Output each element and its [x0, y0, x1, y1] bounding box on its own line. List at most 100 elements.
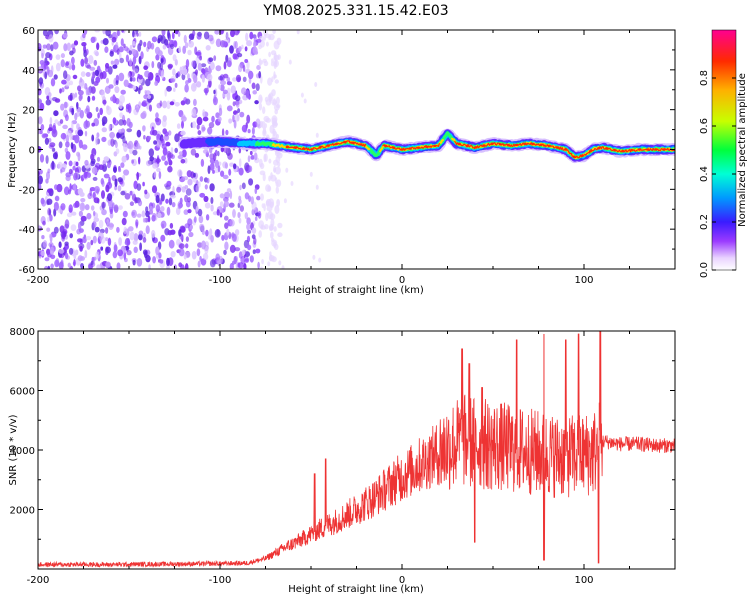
- noise-blob: [149, 122, 156, 130]
- noise-blob: [60, 103, 65, 111]
- noise-blob: [38, 224, 41, 229]
- noise-blob: [65, 61, 70, 66]
- noise-blob: [225, 54, 229, 63]
- noise-blob: [145, 225, 150, 235]
- noise-blob: [232, 101, 236, 107]
- noise-blob: [60, 260, 64, 269]
- noise-blob: [199, 223, 205, 231]
- noise-blob: [221, 128, 225, 138]
- noise-blob: [123, 226, 127, 235]
- x-tick-label: 100: [574, 275, 593, 286]
- noise-blob: [148, 264, 151, 269]
- noise-blob: [102, 201, 105, 210]
- noise-blob: [44, 265, 49, 269]
- noise-blob: [118, 72, 125, 82]
- noise-blob: [197, 208, 203, 217]
- noise-blob: [61, 87, 65, 93]
- noise-blob: [164, 88, 167, 97]
- noise-blob: [86, 64, 92, 69]
- noise-blob: [108, 223, 114, 228]
- noise-blob: [174, 102, 180, 107]
- noise-blob: [84, 250, 88, 259]
- noise-blob: [48, 127, 53, 132]
- noise-blob: [207, 34, 214, 42]
- noise-blob: [126, 238, 131, 246]
- noise-blob: [248, 195, 252, 202]
- noise-blob: [105, 246, 111, 254]
- noise-blob: [244, 46, 248, 52]
- ridge-peak-dot: [580, 154, 584, 158]
- noise-blob: [270, 218, 275, 227]
- noise-blob: [216, 209, 220, 216]
- noise-blob: [164, 160, 169, 166]
- noise-blob: [91, 74, 94, 80]
- noise-blob: [132, 240, 138, 245]
- noise-blob: [65, 151, 71, 160]
- noise-blob: [121, 30, 124, 33]
- noise-blob: [204, 184, 208, 190]
- noise-blob: [122, 210, 128, 218]
- ridge-peak-dot: [588, 150, 593, 153]
- noise-blob: [74, 92, 78, 98]
- noise-blob: [44, 257, 50, 262]
- noise-blob: [48, 34, 54, 43]
- noise-blob: [166, 180, 172, 187]
- noise-blob: [65, 114, 69, 122]
- noise-blob: [238, 198, 242, 205]
- spectrogram-y-label: Frequency (Hz): [7, 112, 18, 188]
- noise-blob: [64, 219, 70, 229]
- noise-blob: [49, 233, 53, 243]
- noise-blob: [86, 241, 91, 250]
- noise-blob: [277, 54, 281, 60]
- ridge-peak-dot: [605, 147, 609, 150]
- noise-blob: [281, 265, 285, 269]
- noise-blob: [248, 165, 253, 173]
- noise-blob: [158, 171, 162, 180]
- noise-blob: [113, 166, 117, 173]
- x-tick-label: 0: [399, 275, 405, 286]
- noise-blob: [214, 229, 221, 238]
- noise-blob: [170, 78, 176, 83]
- noise-blob: [114, 141, 118, 149]
- noise-blob: [81, 144, 88, 150]
- noise-blob: [209, 259, 216, 268]
- noise-blob: [90, 239, 94, 246]
- noise-blob: [120, 162, 125, 168]
- ridge-peak-dot: [490, 142, 494, 145]
- noise-blob: [208, 79, 212, 88]
- noise-blob: [58, 141, 63, 149]
- noise-blob: [110, 60, 115, 65]
- noise-blob: [76, 151, 81, 157]
- noise-blob: [201, 229, 205, 235]
- noise-blob: [170, 147, 174, 154]
- ridge-peak-dot: [506, 144, 511, 147]
- noise-blob: [199, 176, 204, 182]
- noise-blob: [102, 38, 109, 46]
- noise-blob: [296, 30, 300, 35]
- noise-blob: [145, 78, 151, 87]
- noise-blob: [123, 169, 130, 176]
- noise-blob: [217, 150, 220, 157]
- noise-blob: [261, 203, 265, 209]
- noise-blob: [49, 246, 55, 255]
- noise-blob: [271, 238, 275, 243]
- noise-blob: [197, 62, 202, 71]
- noise-blob: [229, 190, 233, 200]
- noise-blob: [72, 74, 78, 80]
- noise-blob: [127, 140, 134, 150]
- noise-blob: [112, 94, 116, 100]
- noise-blob: [116, 30, 120, 37]
- noise-blob: [290, 181, 294, 186]
- noise-blob: [95, 106, 99, 112]
- noise-blob: [202, 109, 206, 118]
- noise-blob: [102, 121, 105, 126]
- noise-blob: [93, 217, 100, 222]
- noise-blob: [80, 215, 87, 222]
- ridge-peak-dot: [359, 143, 363, 146]
- noise-blob: [136, 129, 142, 138]
- noise-blob: [219, 84, 225, 92]
- noise-blob: [120, 38, 124, 47]
- noise-blob: [68, 168, 73, 175]
- snr-x-label: Height of straight line (km): [288, 584, 424, 595]
- noise-blob: [237, 262, 240, 268]
